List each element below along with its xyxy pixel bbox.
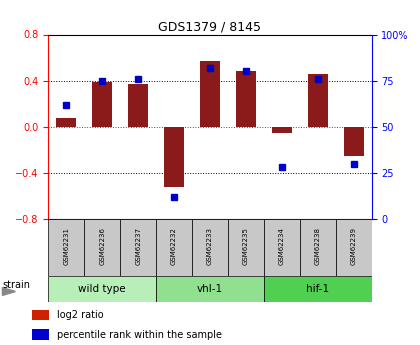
Bar <box>344 127 364 156</box>
Bar <box>300 219 336 276</box>
Bar <box>164 127 184 187</box>
Bar <box>128 84 148 127</box>
Bar <box>120 219 156 276</box>
Text: GSM62232: GSM62232 <box>171 227 177 265</box>
Bar <box>336 219 372 276</box>
Text: hif-1: hif-1 <box>306 284 329 294</box>
Bar <box>32 329 50 340</box>
Polygon shape <box>3 288 16 295</box>
Text: GSM62234: GSM62234 <box>279 227 285 265</box>
Bar <box>264 276 372 302</box>
Text: GSM62236: GSM62236 <box>99 227 105 265</box>
Bar <box>308 74 328 127</box>
Bar <box>228 219 264 276</box>
Bar <box>92 82 112 127</box>
Title: GDS1379 / 8145: GDS1379 / 8145 <box>158 20 262 33</box>
Bar <box>192 219 228 276</box>
Bar <box>84 219 120 276</box>
Text: strain: strain <box>3 280 30 290</box>
Bar <box>48 219 84 276</box>
Text: vhl-1: vhl-1 <box>197 284 223 294</box>
Text: GSM62235: GSM62235 <box>243 227 249 265</box>
Bar <box>200 61 220 127</box>
Bar <box>156 276 264 302</box>
Bar <box>272 127 292 132</box>
Text: wild type: wild type <box>79 284 126 294</box>
Bar <box>48 276 156 302</box>
Text: GSM62239: GSM62239 <box>351 227 357 265</box>
Bar <box>156 219 192 276</box>
Text: GSM62238: GSM62238 <box>315 227 321 265</box>
Text: GSM62231: GSM62231 <box>63 227 69 265</box>
Text: GSM62233: GSM62233 <box>207 227 213 265</box>
Bar <box>56 118 76 127</box>
Bar <box>236 71 256 127</box>
Bar <box>32 309 50 320</box>
Text: percentile rank within the sample: percentile rank within the sample <box>57 329 222 339</box>
Bar <box>264 219 300 276</box>
Text: GSM62237: GSM62237 <box>135 227 141 265</box>
Text: log2 ratio: log2 ratio <box>57 310 104 320</box>
